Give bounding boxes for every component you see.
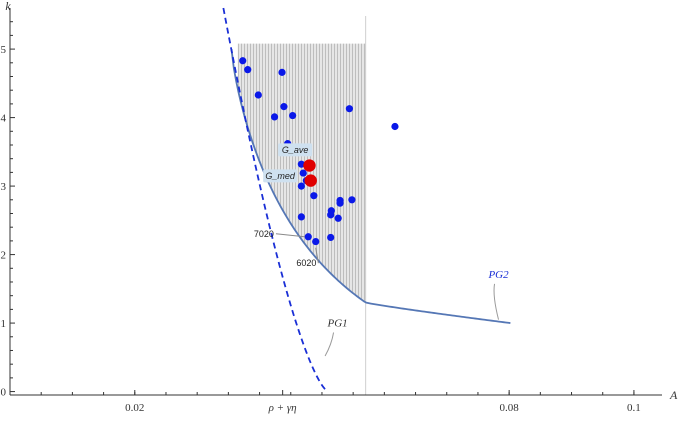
annotation-leader <box>275 233 305 238</box>
annotation-leader <box>315 247 319 264</box>
highlight-point <box>303 159 316 172</box>
data-point <box>310 192 318 200</box>
y-tick-label: 1 <box>1 318 7 330</box>
pg2-label: PG2 <box>487 269 509 281</box>
data-point <box>345 105 354 113</box>
data-point <box>327 233 335 242</box>
annotation-label: 7020 <box>254 229 274 239</box>
y-tick-label: 5 <box>1 44 7 56</box>
data-point <box>336 199 344 207</box>
data-point <box>327 211 335 219</box>
x-tick-label: 0.08 <box>500 402 520 414</box>
curve-layer: PG1 PG2 <box>222 7 511 393</box>
annotation-layer: G_ave G_med 7020 6020 <box>254 143 319 268</box>
x-axis-title: A <box>669 388 678 402</box>
data-point <box>244 66 252 74</box>
data-point <box>297 182 305 190</box>
data-point <box>304 233 312 241</box>
data-point <box>289 111 297 120</box>
data-point <box>239 57 247 65</box>
point-layer <box>239 57 399 246</box>
data-point <box>348 196 356 204</box>
annotation-label: G_med <box>265 171 296 181</box>
annotation-label: G_ave <box>282 145 309 155</box>
x-tick-label: 0.1 <box>627 402 641 414</box>
pg1-label: PG1 <box>326 318 347 330</box>
annotation-box <box>263 169 298 183</box>
data-point <box>297 160 305 168</box>
y-axis-title: k <box>5 0 11 13</box>
axis-layer: Ak 0.02 ρ + γη 0.08 0.1 0 1 2 3 4 5 <box>1 0 679 414</box>
pg1-leader <box>324 332 335 357</box>
data-point <box>254 91 262 99</box>
annotation-label: 6020 <box>296 258 316 268</box>
highlight-point <box>304 174 317 187</box>
data-point <box>312 237 320 246</box>
y-tick-label: 2 <box>1 250 7 262</box>
data-point <box>270 113 279 121</box>
data-point <box>391 122 399 131</box>
data-point <box>299 169 307 177</box>
y-tick-label: 3 <box>1 181 7 193</box>
pg2-leader <box>493 283 500 320</box>
data-point <box>334 214 342 222</box>
data-point <box>280 103 288 111</box>
x-tick-label: 0.02 <box>125 402 144 414</box>
pg1-curve <box>222 7 329 393</box>
x-tick-label: ρ + γη <box>268 402 297 414</box>
pg2-curve <box>230 48 511 324</box>
data-point <box>297 213 305 221</box>
data-point <box>278 68 286 76</box>
y-tick-label: 4 <box>1 113 7 125</box>
y-tick-label: 0 <box>1 387 7 399</box>
annotation-box <box>278 143 313 157</box>
